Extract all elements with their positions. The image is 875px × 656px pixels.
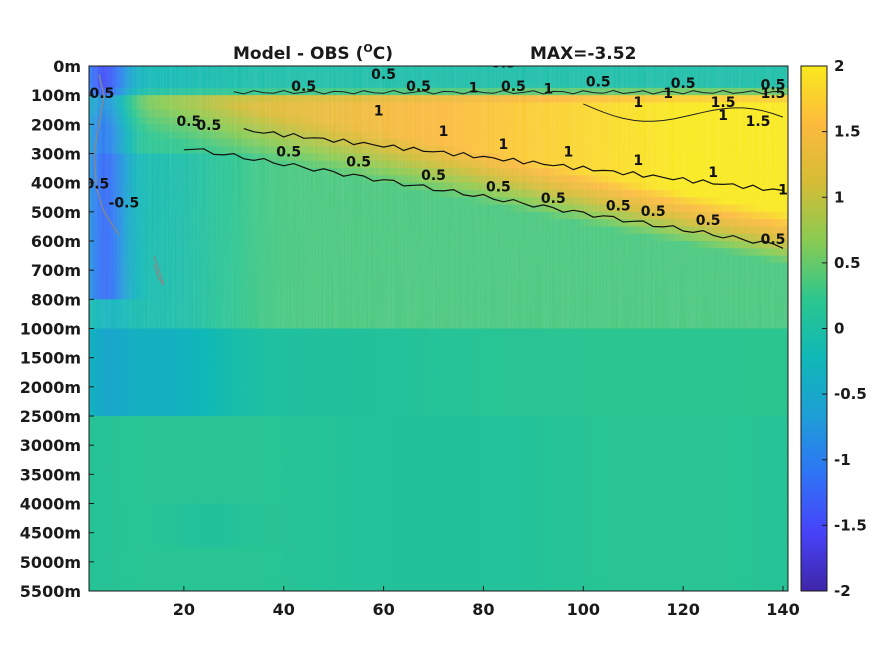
contour-line-1 bbox=[243, 128, 784, 192]
contour-line-0.5-top bbox=[233, 89, 784, 95]
contour-label: 0.5 bbox=[371, 67, 396, 83]
contour-label: 0.5 bbox=[641, 204, 666, 220]
contour-label: 0.5 bbox=[696, 213, 721, 229]
contour-label: 0.5 bbox=[196, 118, 221, 134]
contour-label: 1 bbox=[633, 95, 643, 111]
contour-label: 0.5 bbox=[491, 55, 516, 71]
contour-label: 0.5 bbox=[486, 179, 511, 195]
contour-label: 0.5 bbox=[671, 76, 696, 92]
contour-label: 1 bbox=[374, 104, 384, 120]
max-annotation: MAX=-3.52 bbox=[530, 44, 636, 64]
contour-label: 1 bbox=[708, 165, 718, 181]
contour-label: 1 bbox=[499, 137, 509, 153]
contour-label: 0.5 bbox=[406, 79, 431, 95]
colorbar-tick-label: 0 bbox=[834, 320, 844, 338]
contour-label: 1 bbox=[439, 124, 449, 140]
y-tick-label: 500m bbox=[31, 203, 81, 222]
y-tick-label: 4000m bbox=[20, 495, 81, 514]
contour-label: -0.5 bbox=[84, 86, 115, 102]
x-tick-label: 20 bbox=[173, 600, 195, 619]
y-tick-label: 300m bbox=[31, 145, 81, 164]
x-tick-label: 40 bbox=[273, 600, 295, 619]
y-tick-label: 800m bbox=[31, 290, 81, 309]
colorbar-ticks: 2 1.5 1 0.5 0 -0.5 -1 -1.5 -2 bbox=[822, 57, 867, 600]
contour-label: 0.5 bbox=[586, 74, 611, 90]
contour-label: 0.5 bbox=[346, 155, 371, 171]
y-tick-label: 2000m bbox=[20, 378, 81, 397]
contour-label: 1.5 bbox=[761, 86, 786, 102]
contour-label: 1 bbox=[663, 86, 673, 102]
y-tick-label: 5000m bbox=[20, 553, 81, 572]
contour-label: 0.5 bbox=[421, 168, 446, 184]
contour-label: 1 bbox=[563, 144, 573, 160]
x-axis: 20 40 60 80 100 120 140 bbox=[173, 586, 800, 619]
colorbar-tick-label: -1 bbox=[834, 451, 851, 469]
contour-label: -0.5 bbox=[79, 177, 110, 193]
colorbar-tick-label: -1.5 bbox=[834, 516, 867, 534]
y-tick-label: 400m bbox=[31, 174, 81, 193]
colorbar-tick-label: 2 bbox=[834, 57, 844, 75]
x-tick-label: 100 bbox=[567, 600, 600, 619]
contour-label: 0.5 bbox=[606, 198, 631, 214]
contour-label: 1.5 bbox=[711, 95, 736, 111]
contour-label: -0.5 bbox=[109, 195, 140, 211]
contour-label: 1 bbox=[469, 80, 479, 96]
contour-label: 0.5 bbox=[501, 79, 526, 95]
y-axis: 0m 100m 200m 300m 400m 500m 600m 700m 800m 1000m 1… bbox=[20, 57, 94, 601]
y-tick-label: 4500m bbox=[20, 524, 81, 543]
y-tick-label: 3500m bbox=[20, 465, 81, 484]
colorbar-tick-label: -2 bbox=[834, 582, 851, 600]
y-tick-label: 1500m bbox=[20, 349, 81, 368]
y-tick-label: 100m bbox=[31, 86, 81, 105]
y-tick-label: 700m bbox=[31, 261, 81, 280]
x-tick-label: 120 bbox=[666, 600, 699, 619]
contour-label: 1 bbox=[718, 108, 728, 124]
contour-label: 0.5 bbox=[291, 79, 316, 95]
x-tick-label: 80 bbox=[472, 600, 494, 619]
y-tick-label: 1000m bbox=[20, 320, 81, 339]
y-tick-label: 5500m bbox=[20, 582, 81, 601]
y-tick-label: 600m bbox=[31, 232, 81, 251]
contour-line-0.5 bbox=[183, 148, 784, 249]
contour-line-1.5 bbox=[583, 103, 784, 122]
contour-label: 0.5 bbox=[541, 191, 566, 207]
y-tick-label: 2500m bbox=[20, 407, 81, 426]
colorbar-tick-label: 1.5 bbox=[834, 123, 861, 141]
y-tick-label: 200m bbox=[31, 115, 81, 134]
chart-title: Model - OBS (OC) bbox=[233, 42, 393, 64]
colorbar-tick-label: -0.5 bbox=[834, 385, 867, 403]
contour-label: 0.5 bbox=[176, 114, 201, 130]
contour-label: 0.5 bbox=[761, 77, 786, 93]
contour-label: 1 bbox=[543, 82, 553, 98]
colorbar-tick-label: 1 bbox=[834, 188, 844, 206]
heatmap-field bbox=[89, 66, 788, 591]
colorbar-tick-label: 0.5 bbox=[834, 254, 861, 272]
contour-label: 1 bbox=[778, 182, 788, 198]
y-tick-label: 0m bbox=[53, 57, 81, 76]
y-tick-label: 3000m bbox=[20, 436, 81, 455]
contour-line-neg-0.5-b bbox=[153, 255, 165, 286]
contour-label: 1 bbox=[633, 153, 643, 169]
x-tick-label: 140 bbox=[766, 600, 799, 619]
contour-label: 1.5 bbox=[746, 114, 771, 130]
contour-label: 0.5 bbox=[761, 232, 786, 248]
contour-label: 0.5 bbox=[276, 144, 301, 160]
x-tick-label: 60 bbox=[372, 600, 394, 619]
